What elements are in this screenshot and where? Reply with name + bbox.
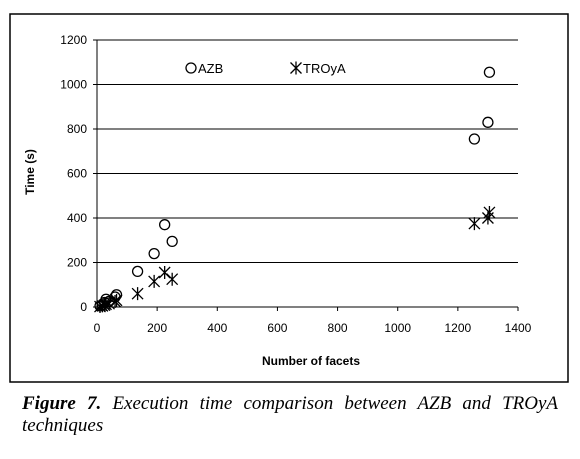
legend-label-azb: AZB xyxy=(198,61,223,76)
legend: AZB TROyA xyxy=(185,61,346,76)
troya-point-13 xyxy=(483,205,496,219)
azb-point-8 xyxy=(148,247,160,260)
caption-label: Figure 7. xyxy=(22,393,102,414)
legend-label-troya: TROyA xyxy=(303,61,346,76)
troya-point-11 xyxy=(468,217,481,231)
legend-item-troya: TROyA xyxy=(290,61,346,76)
figure-caption: Figure 7. Execution time comparison betw… xyxy=(22,393,558,437)
x-tick-label-1: 200 xyxy=(147,321,167,335)
legend-item-azb: AZB xyxy=(185,61,223,76)
x-tick-label-4: 800 xyxy=(328,321,348,335)
caption-text: Execution time comparison between AZB an… xyxy=(22,393,558,436)
azb-point-11 xyxy=(468,133,481,145)
scatter-chart: 0 200 400 600 800 1000 1200 0 200 400 600 800 1000 12… xyxy=(9,13,569,383)
azb-point-7 xyxy=(131,265,144,278)
troya-point-8 xyxy=(148,274,161,288)
chart-frame xyxy=(9,13,569,383)
legend-marker-azb xyxy=(185,62,197,74)
x-tick-label-0: 0 xyxy=(94,321,101,335)
x-tick-label-5: 1000 xyxy=(384,321,411,335)
data-points xyxy=(94,66,496,314)
azb-point-13 xyxy=(483,66,496,78)
azb-point-9 xyxy=(159,219,171,231)
x-tick-label-2: 400 xyxy=(207,321,227,335)
azb-point-12 xyxy=(482,116,494,128)
x-tick-label-3: 600 xyxy=(267,321,287,335)
y-tick-label-3: 600 xyxy=(67,167,87,181)
troya-point-7 xyxy=(131,287,144,301)
y-tick-label-0: 0 xyxy=(80,300,87,314)
azb-point-10 xyxy=(166,235,178,248)
tick-labels: 0 200 400 600 800 1000 1200 0 200 400 600 800 1000 12… xyxy=(60,33,531,335)
y-tick-label-6: 1200 xyxy=(60,33,87,47)
y-tick-label-1: 200 xyxy=(67,256,87,270)
legend-marker-troya xyxy=(290,61,302,75)
troya-point-10 xyxy=(166,272,179,286)
y-tick-label-5: 1000 xyxy=(60,78,87,92)
y-tick-label-2: 400 xyxy=(67,211,87,225)
series-troya xyxy=(94,205,496,314)
gridlines xyxy=(97,39,518,263)
troya-point-6 xyxy=(110,293,123,307)
x-axis-title: Number of facets xyxy=(262,354,360,368)
x-tick-label-7: 1400 xyxy=(505,321,532,335)
y-axis-title: Time (s) xyxy=(23,149,37,195)
y-tick-label-4: 800 xyxy=(67,122,87,136)
x-tick-label-6: 1200 xyxy=(445,321,472,335)
